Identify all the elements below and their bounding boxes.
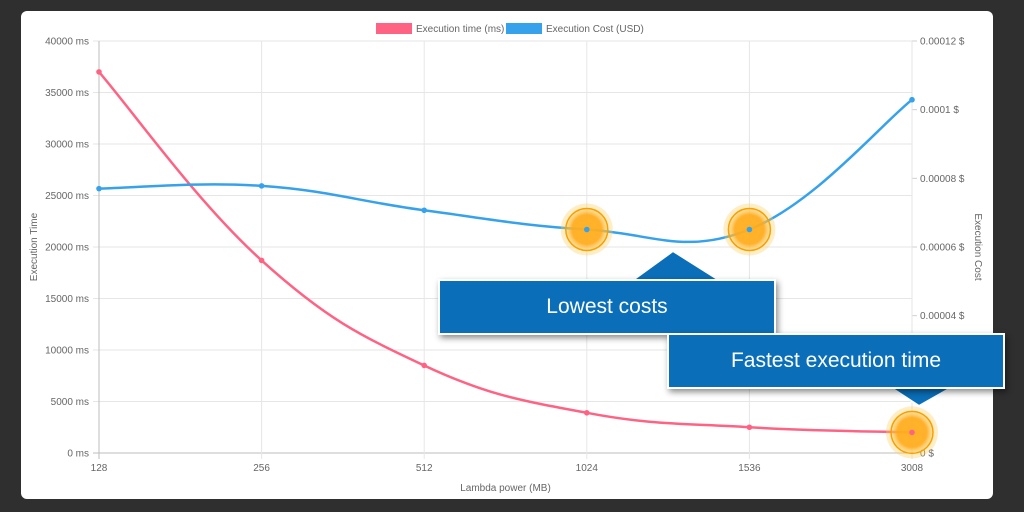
- data-point: [96, 185, 102, 192]
- x-tick-label: 3008: [901, 463, 924, 474]
- y-left-tick-label: 30000 ms: [45, 140, 89, 151]
- legend-swatch-1: [506, 23, 542, 34]
- series-line-0: [98, 71, 913, 434]
- x-tick-label: 1536: [738, 463, 761, 474]
- x-tick-label: 512: [416, 463, 433, 474]
- y-right-tick-label: 0.0001 $: [920, 105, 959, 116]
- y-left-tick-label: 35000 ms: [45, 88, 89, 99]
- highlight-point: [584, 226, 590, 233]
- y-right-tick-label: 0.00008 $: [920, 174, 965, 185]
- y-right-tick-label: 0 $: [920, 449, 934, 460]
- legend-label-1: Execution Cost (USD): [546, 24, 644, 35]
- x-tick-label: 1024: [576, 463, 599, 474]
- highlight-point: [746, 226, 753, 233]
- line-chart: 0 ms 5000 ms 10000 ms 15000 ms 20000 ms 25000…: [29, 23, 983, 494]
- data-point: [421, 362, 428, 369]
- y-right-tick-label: 0.00004 $: [920, 311, 965, 322]
- series-line-1: [98, 98, 913, 244]
- data-point: [584, 410, 590, 416]
- y-right-tick-label: 0.00012 $: [920, 37, 965, 48]
- legend-swatch-0: [376, 23, 412, 34]
- data-point: [96, 69, 102, 75]
- highlight-point: [909, 429, 915, 436]
- x-tick-label: 128: [91, 463, 108, 474]
- x-tick-label: 256: [253, 463, 270, 474]
- y-right-tick-label: 0.00006 $: [920, 243, 965, 254]
- x-axis-title: Lambda power (MB): [460, 483, 551, 494]
- y-right-axis-title: Execution Cost: [972, 213, 983, 280]
- y-left-tick-label: 15000 ms: [45, 294, 89, 305]
- data-point: [421, 207, 428, 214]
- y-left-tick-label: 40000 ms: [45, 37, 89, 48]
- lowest-costs-pointer: [629, 249, 723, 281]
- y-left-tick-label: 5000 ms: [51, 397, 89, 408]
- y-left-tick-label: 0 ms: [67, 449, 89, 460]
- lowest-costs-callout: Lowest costs: [438, 279, 776, 335]
- y-left-tick-label: 20000 ms: [45, 243, 89, 254]
- fastest-execution-callout: Fastest execution time: [667, 333, 1005, 389]
- y-left-axis-title: Execution Time: [29, 212, 40, 281]
- legend-label-0: Execution time (ms): [416, 24, 504, 35]
- data-point: [258, 257, 265, 264]
- data-point: [258, 183, 265, 189]
- data-point: [909, 96, 915, 103]
- chart-card: 0 ms 5000 ms 10000 ms 15000 ms 20000 ms 25000…: [21, 11, 1005, 499]
- data-point: [746, 424, 753, 431]
- y-left-tick-label: 10000 ms: [45, 346, 89, 357]
- y-left-tick-label: 25000 ms: [45, 191, 89, 202]
